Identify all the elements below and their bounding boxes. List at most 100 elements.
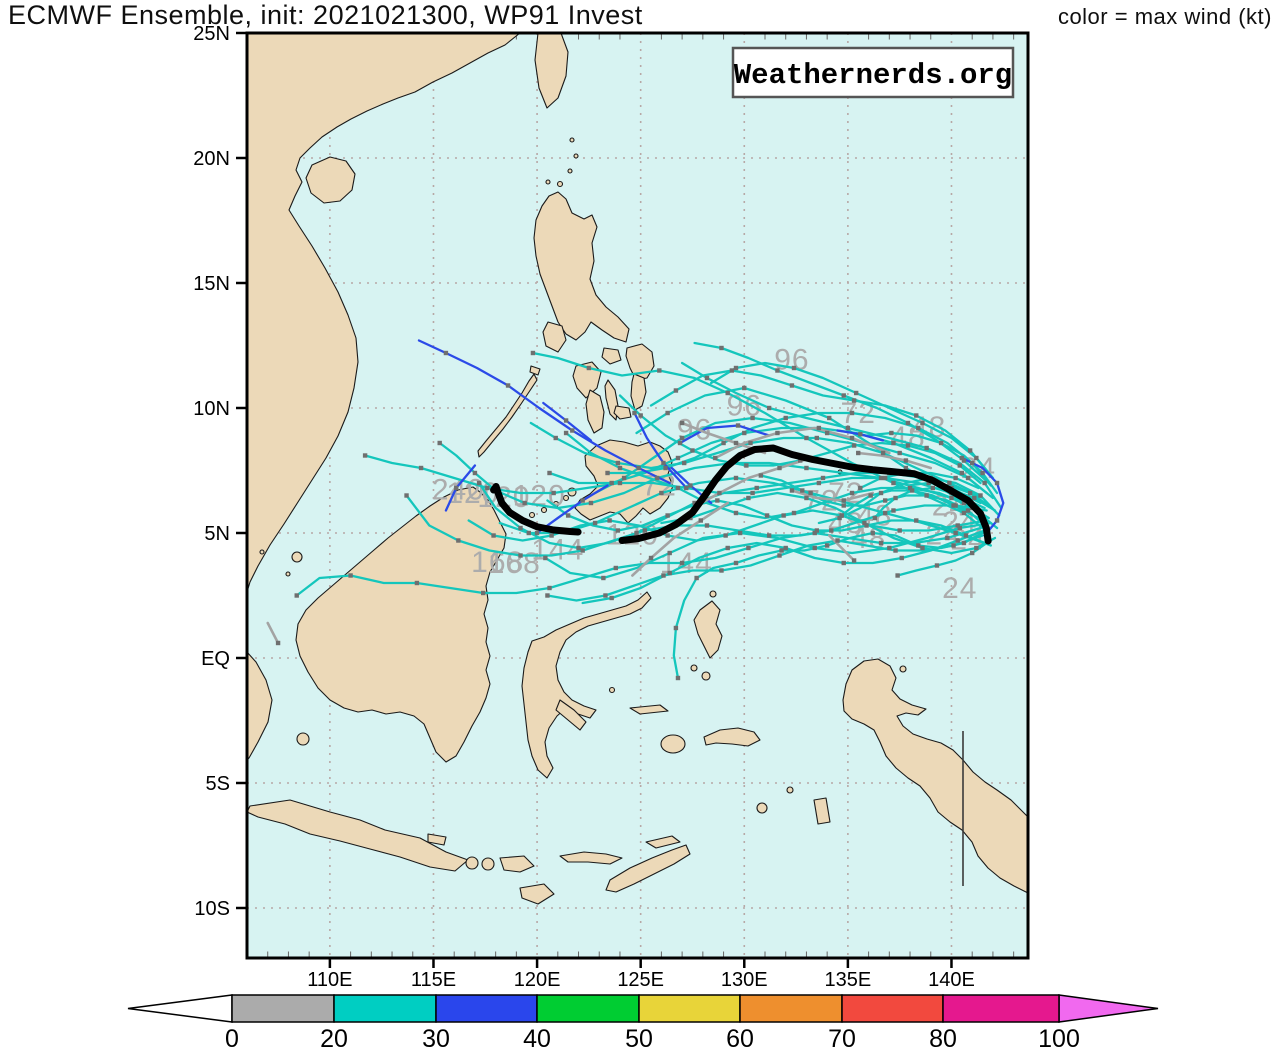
track-marker [820, 475, 826, 481]
track-marker [665, 410, 670, 416]
track-marker [953, 530, 958, 536]
track-marker [549, 533, 554, 538]
track-marker [967, 448, 973, 453]
track-marker [887, 545, 892, 551]
colorbar-label: 50 [625, 1025, 653, 1053]
ensemble-track-blue [960, 456, 1005, 537]
track-marker [673, 625, 679, 631]
track-marker [667, 550, 672, 556]
track-marker [967, 490, 973, 496]
track-marker [348, 573, 353, 578]
colorbar-label: 80 [929, 1025, 957, 1053]
colorbar-label: 60 [726, 1025, 754, 1053]
track-marker [891, 508, 896, 513]
track-marker [951, 543, 956, 548]
land-morotai [709, 590, 717, 598]
track-marker [659, 490, 664, 496]
track-marker [642, 528, 648, 533]
track-marker [978, 493, 983, 498]
track-marker [719, 568, 724, 573]
colorbar: 0 20 30 40 50 60 70 80 100 [127, 994, 1159, 1053]
track-marker [679, 560, 685, 566]
land-sumba [519, 883, 555, 905]
ensemble-track-blue [633, 411, 686, 487]
track-marker [791, 365, 797, 371]
land-batanes [567, 168, 573, 174]
track-marker [945, 535, 950, 541]
track-marker [454, 485, 459, 491]
track-marker [916, 425, 921, 431]
ensemble-track-gray [827, 534, 856, 562]
track-marker [961, 500, 967, 506]
lat-axis-label: 10N [193, 398, 230, 420]
track-marker [841, 560, 846, 566]
land-babuyan [556, 180, 564, 188]
land-sulu-island [562, 494, 570, 502]
track-marker [957, 525, 962, 531]
track-marker [841, 393, 846, 398]
land-flores [559, 851, 623, 865]
track-marker [733, 560, 739, 566]
track-marker [924, 493, 929, 498]
land-negros [585, 389, 605, 434]
colorbar-segment [841, 994, 944, 1023]
track-marker [878, 490, 884, 496]
track-marker [663, 465, 668, 471]
land-obi [701, 671, 711, 681]
track-marker [437, 440, 442, 446]
land-leyte [630, 373, 647, 411]
track-marker [648, 555, 654, 561]
track-marker [675, 485, 681, 491]
axes: 25N 20N 15N 10N 5N EQ 5S 10S 110E 115E 120E 125E 130… [193, 23, 975, 991]
lat-axis-label: 20N [193, 148, 230, 170]
track-marker [972, 495, 977, 501]
track-marker [684, 485, 689, 491]
ensemble-track-blue [417, 339, 671, 485]
track-marker [814, 435, 819, 441]
track-marker [880, 450, 886, 456]
track-marker [827, 415, 832, 421]
colorbar-label: 100 [1038, 1025, 1080, 1053]
track-marker [804, 495, 809, 501]
track-marker [679, 435, 685, 441]
track-marker [746, 545, 751, 551]
track-marker [812, 545, 817, 551]
track-marker [781, 513, 786, 518]
lat-axis-label: 25N [193, 23, 230, 45]
lat-axis-label: 5N [204, 523, 230, 545]
track-marker [808, 490, 813, 496]
track-marker [603, 593, 608, 598]
track-marker [974, 455, 979, 461]
track-marker [824, 430, 830, 436]
track-marker [750, 490, 755, 496]
track-marker [889, 430, 894, 436]
track-marker [907, 485, 913, 491]
land-asia-mainland [247, 33, 521, 593]
track-marker [698, 518, 703, 523]
track-marker [362, 453, 368, 458]
track-marker [963, 533, 969, 538]
track-marker [275, 640, 281, 646]
land-wetar [645, 835, 681, 849]
land-lombok [481, 857, 495, 871]
ensemble-track-gray [631, 501, 730, 577]
ensemble-track-cyan [544, 521, 992, 580]
track-marker [994, 480, 1000, 486]
land-islet [285, 571, 291, 577]
track-marker [522, 500, 527, 506]
track-marker [742, 385, 747, 391]
track-marker [965, 475, 971, 481]
colorbar-label: 30 [422, 1025, 450, 1053]
mean-track-segment [618, 444, 992, 545]
track-marker [679, 420, 685, 426]
track-marker [673, 388, 679, 393]
ensemble-track-gray [266, 621, 280, 645]
land-mindoro [542, 321, 567, 353]
track-marker [481, 590, 486, 596]
track-marker [868, 493, 873, 498]
land-natuna [291, 551, 303, 563]
land-java [247, 799, 469, 872]
track-marker [526, 530, 531, 536]
track-marker [547, 470, 552, 476]
track-marker [733, 365, 739, 371]
